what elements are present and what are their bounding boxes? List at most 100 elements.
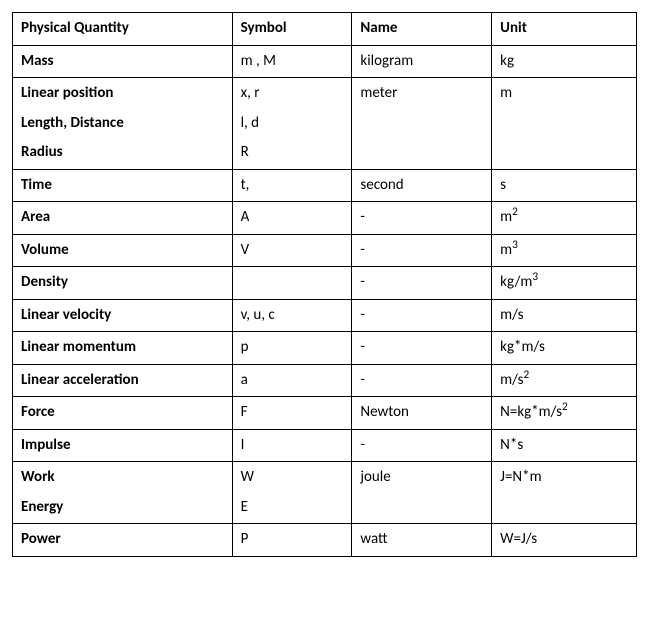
cell-quantity: Impulse xyxy=(13,429,233,462)
cell-unit: s xyxy=(492,169,637,202)
cell-quantity: Force xyxy=(13,397,233,430)
symbol-text: v, u, c xyxy=(241,306,275,324)
quantity-text: Force xyxy=(21,403,55,421)
cell-unit: kg/m3 xyxy=(492,267,637,300)
quantity-text: Linear velocity xyxy=(21,306,111,324)
table-row: Force FNewtonN=kg*m/s2 xyxy=(13,397,637,430)
symbol-text: x, r xyxy=(241,84,260,102)
cell-unit: N=kg*m/s2 xyxy=(492,397,637,430)
table-row: Linear position Length, Distance Radius x, … xyxy=(13,78,637,170)
quantity-text: Linear momentum xyxy=(21,338,136,356)
cell-symbol: a xyxy=(232,364,352,397)
symbol-text: t, xyxy=(241,176,250,194)
cell-unit: J=N*m xyxy=(492,462,637,524)
cell-unit: m/s2 xyxy=(492,364,637,397)
symbol-text: V xyxy=(241,241,250,259)
quantity-text: Work xyxy=(21,468,55,486)
table-row: PowerPwattW=J/s xyxy=(13,524,637,557)
physics-quantities-table: Physical Quantity Symbol Name Unit Mass m… xyxy=(12,12,637,557)
cell-symbol: t, xyxy=(232,169,352,202)
cell-name: - xyxy=(352,332,492,365)
symbol-text: E xyxy=(241,498,344,518)
cell-quantity: Linear velocity xyxy=(13,299,233,332)
quantity-text: Density xyxy=(21,273,68,291)
cell-quantity: Linear acceleration xyxy=(13,364,233,397)
quantity-text: Radius xyxy=(21,143,224,163)
cell-unit: m xyxy=(492,78,637,170)
cell-symbol: F xyxy=(232,397,352,430)
symbol-text: P xyxy=(241,530,249,548)
quantity-text: Mass xyxy=(21,52,53,70)
cell-symbol xyxy=(232,267,352,300)
cell-symbol: x, r l, d R xyxy=(232,78,352,170)
cell-name: - xyxy=(352,234,492,267)
quantity-text: Length, Distance xyxy=(21,114,224,134)
header-row: Physical Quantity Symbol Name Unit xyxy=(13,13,637,46)
cell-quantity: Time xyxy=(13,169,233,202)
cell-name: - xyxy=(352,299,492,332)
cell-name: - xyxy=(352,202,492,235)
cell-symbol: p xyxy=(232,332,352,365)
cell-name: - xyxy=(352,429,492,462)
cell-quantity: Work Energy xyxy=(13,462,233,524)
symbol-text: l, d xyxy=(241,114,344,134)
quantity-text: Area xyxy=(21,208,50,226)
header-quantity: Physical Quantity xyxy=(13,13,233,46)
cell-quantity: Linear position Length, Distance Radius xyxy=(13,78,233,170)
cell-name: kilogram xyxy=(352,45,492,78)
table-row: Area A -m2 xyxy=(13,202,637,235)
cell-symbol: WE xyxy=(232,462,352,524)
table-row: Mass m , M kilogramkg xyxy=(13,45,637,78)
quantity-text: Linear acceleration xyxy=(21,371,139,389)
cell-name: Newton xyxy=(352,397,492,430)
symbol-text: R xyxy=(241,143,344,163)
table-row: Volume V -m3 xyxy=(13,234,637,267)
table-row: Linear momentum p -kg*m/s xyxy=(13,332,637,365)
symbol-text: p xyxy=(241,338,249,356)
quantity-text: Impulse xyxy=(21,436,71,454)
cell-unit: kg xyxy=(492,45,637,78)
symbol-text: m , M xyxy=(241,52,276,70)
table-row: Density -kg/m3 xyxy=(13,267,637,300)
cell-unit: N*s xyxy=(492,429,637,462)
table-body: Mass m , M kilogramkg Linear position Length… xyxy=(13,45,637,556)
cell-symbol: V xyxy=(232,234,352,267)
cell-symbol: v, u, c xyxy=(232,299,352,332)
quantity-text: Time xyxy=(21,176,52,194)
cell-quantity: Volume xyxy=(13,234,233,267)
table-row: Linear velocity v, u, c -m/s xyxy=(13,299,637,332)
table-row: Time t, seconds xyxy=(13,169,637,202)
cell-name: - xyxy=(352,267,492,300)
cell-unit: m3 xyxy=(492,234,637,267)
cell-unit: m2 xyxy=(492,202,637,235)
quantity-text: Linear position xyxy=(21,84,113,102)
quantity-text: Energy xyxy=(21,498,224,518)
cell-quantity: Mass xyxy=(13,45,233,78)
cell-name: second xyxy=(352,169,492,202)
cell-quantity: Area xyxy=(13,202,233,235)
cell-unit: kg*m/s xyxy=(492,332,637,365)
cell-quantity: Power xyxy=(13,524,233,557)
cell-symbol: A xyxy=(232,202,352,235)
cell-symbol: I xyxy=(232,429,352,462)
symbol-text: I xyxy=(241,436,245,454)
cell-name: meter xyxy=(352,78,492,170)
cell-quantity: Linear momentum xyxy=(13,332,233,365)
header-name: Name xyxy=(352,13,492,46)
quantity-text: Volume xyxy=(21,241,69,259)
cell-name: - xyxy=(352,364,492,397)
table-row: WorkEnergyWEjouleJ=N*m xyxy=(13,462,637,524)
cell-unit: W=J/s xyxy=(492,524,637,557)
symbol-text: a xyxy=(241,371,248,389)
header-unit: Unit xyxy=(492,13,637,46)
table-row: Impulse I -N*s xyxy=(13,429,637,462)
symbol-text: A xyxy=(241,208,250,226)
header-symbol: Symbol xyxy=(232,13,352,46)
quantity-text: Power xyxy=(21,530,61,548)
table-row: Linear acceleration a -m/s2 xyxy=(13,364,637,397)
symbol-text: W xyxy=(241,468,254,486)
cell-quantity: Density xyxy=(13,267,233,300)
cell-symbol: P xyxy=(232,524,352,557)
cell-unit: m/s xyxy=(492,299,637,332)
cell-symbol: m , M xyxy=(232,45,352,78)
